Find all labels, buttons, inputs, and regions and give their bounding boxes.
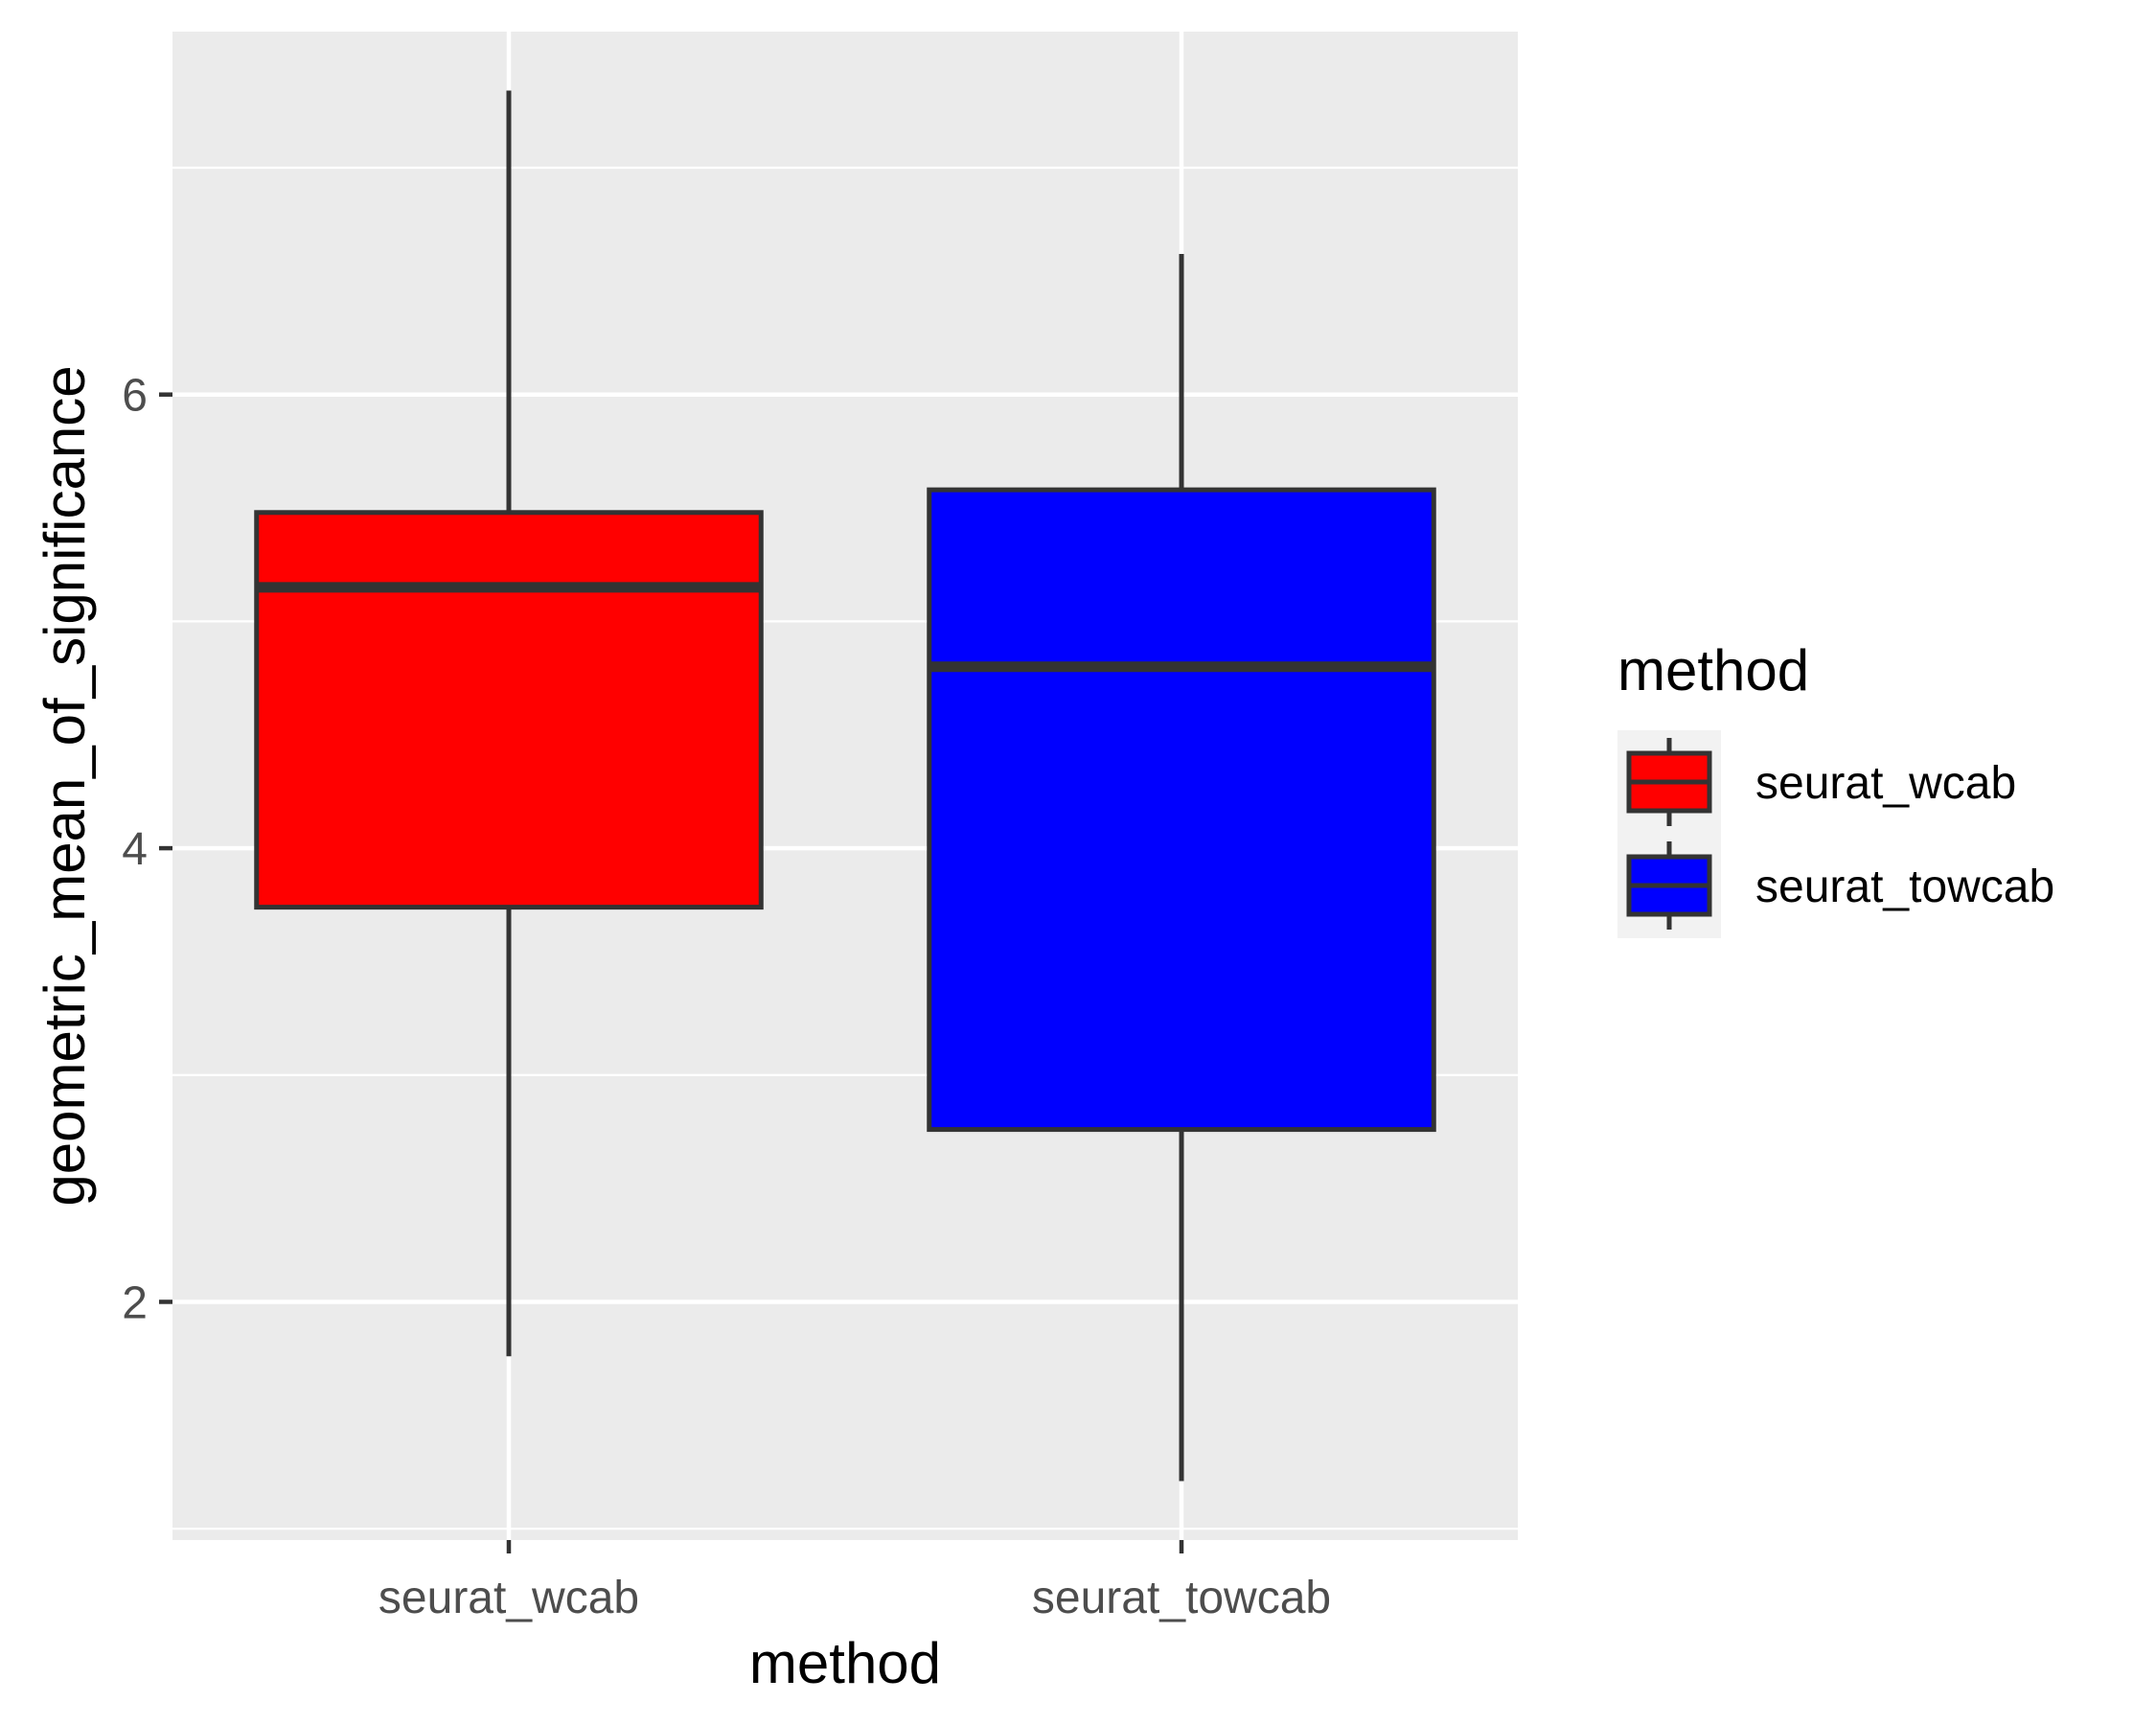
- x-axis-title: method: [749, 1631, 941, 1695]
- box-seurat_wcab: [254, 90, 764, 1357]
- y-tick-label: 4: [122, 824, 148, 875]
- x-tick-label: seurat_wcab: [378, 1573, 639, 1623]
- axes: 2 4 6 seurat_wcab seurat_towcab: [122, 371, 1331, 1623]
- boxes: [254, 90, 1436, 1482]
- y-tick-label: 2: [122, 1277, 148, 1328]
- y-tick-label: 6: [122, 371, 148, 422]
- legend-key-seurat_towcab: seurat_towcab: [1626, 841, 2054, 930]
- box-rect: [927, 487, 1436, 1133]
- legend: method seurat_wcab seurat_towcab: [1617, 638, 2054, 938]
- legend-label: seurat_towcab: [1755, 862, 2054, 912]
- legend-title: method: [1617, 638, 1809, 702]
- x-tick-label: seurat_towcab: [1032, 1573, 1331, 1623]
- box-rect: [254, 510, 764, 910]
- legend-key-seurat_wcab: seurat_wcab: [1626, 738, 2016, 826]
- y-axis-title: geometric_mean_of_significance: [33, 365, 97, 1206]
- legend-label: seurat_wcab: [1755, 758, 2016, 809]
- box-seurat_towcab: [927, 253, 1436, 1482]
